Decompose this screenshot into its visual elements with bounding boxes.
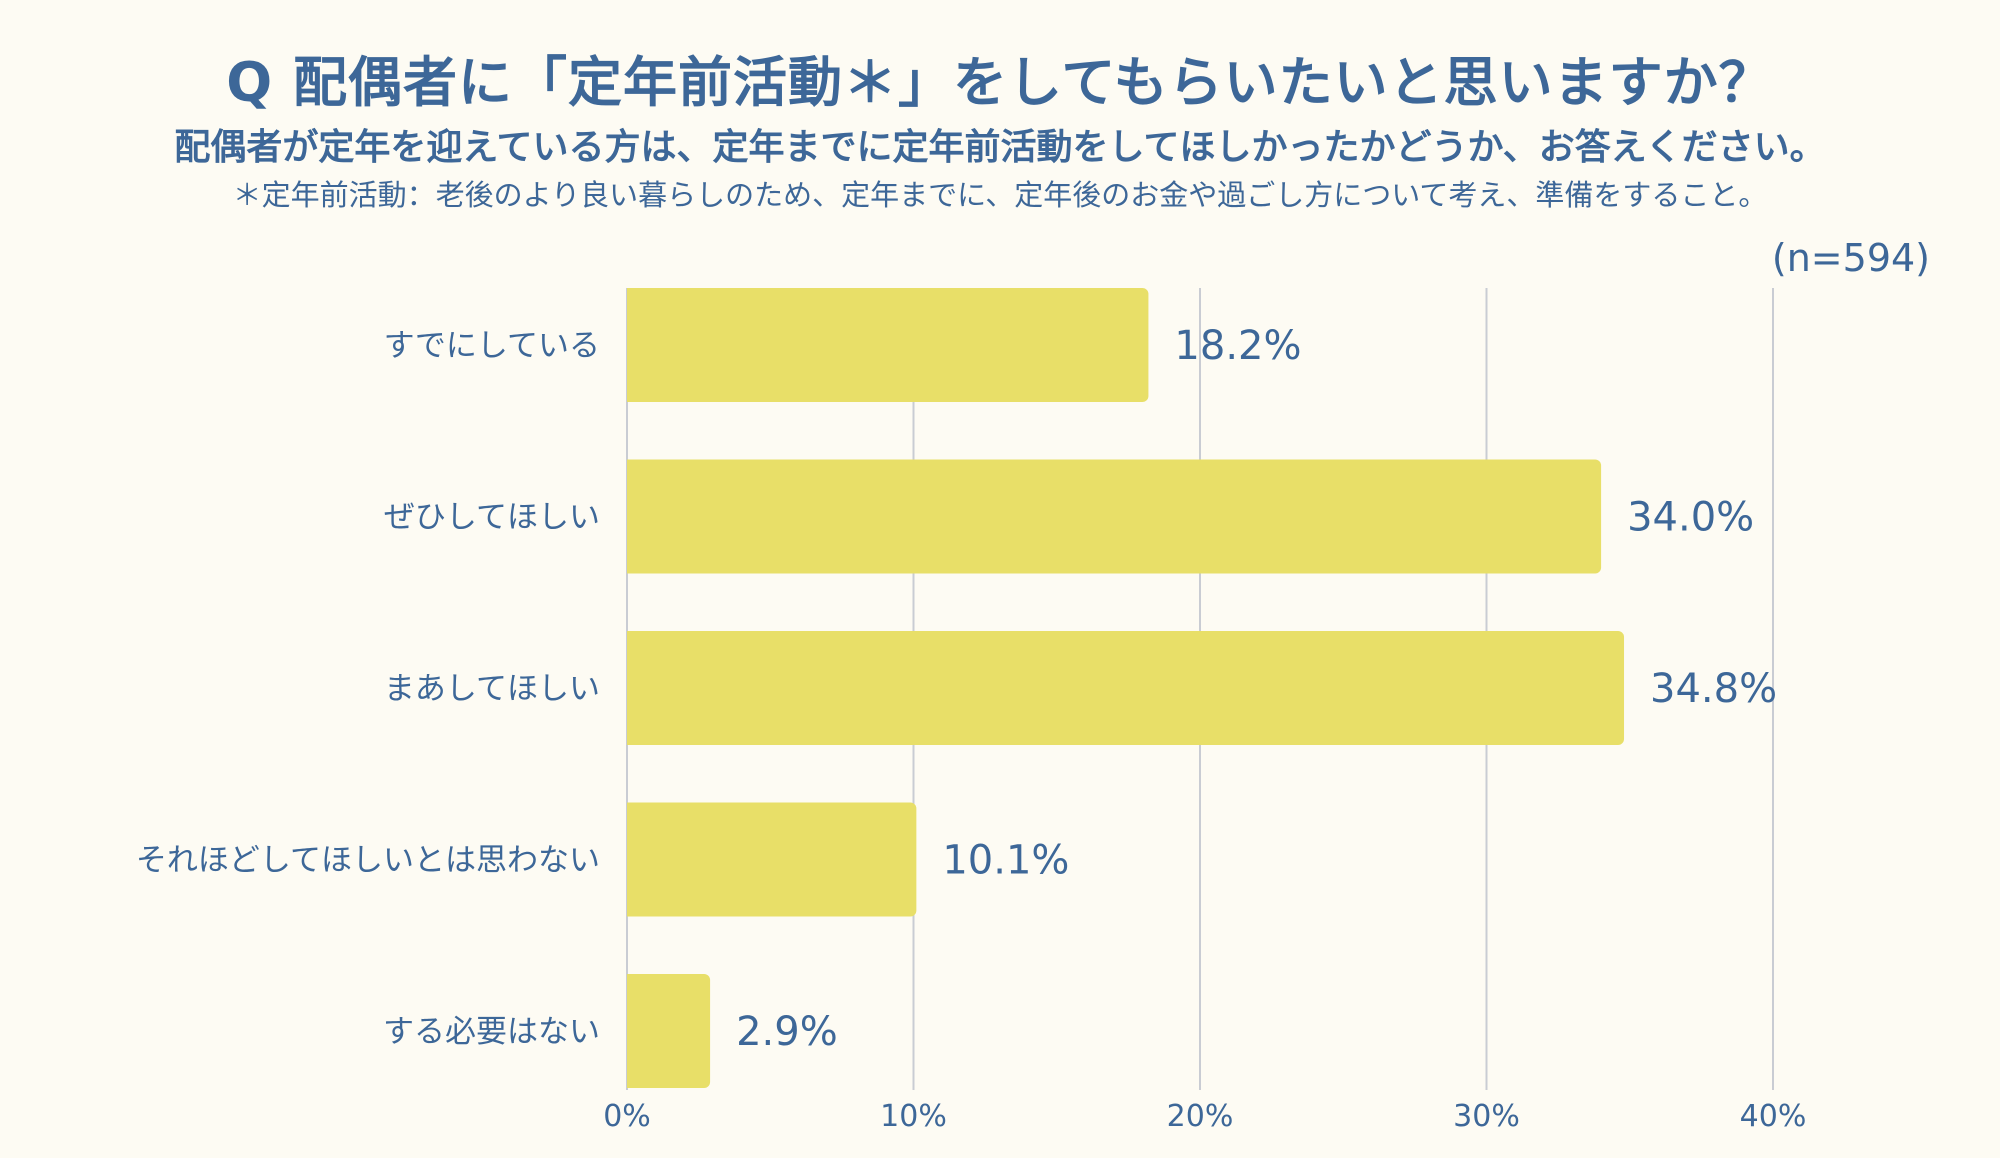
category-label: ぜひしてほしい <box>384 500 600 536</box>
bar-edge <box>627 802 635 917</box>
x-tick-label: 40% <box>1740 1099 1807 1134</box>
x-tick-label: 0% <box>603 1099 651 1134</box>
data-label: 34.8% <box>1650 666 1777 712</box>
bar <box>627 802 917 917</box>
chart-subtitle: 配偶者が定年を迎えている方は、定年までに定年前活動をしてほしかったかどうか、お答… <box>174 127 1826 168</box>
category-label: する必要はない <box>383 1014 600 1050</box>
x-tick-label: 30% <box>1453 1099 1520 1134</box>
x-tick-label: 10% <box>880 1099 947 1134</box>
labels: 0% 10% 20% 30% 40% すでにしている 18.2% ぜひしてほしい 34.0% まあ… <box>136 323 1806 1134</box>
bars <box>627 288 1625 1088</box>
data-label: 18.2% <box>1174 323 1301 369</box>
bar-edge <box>627 974 635 1088</box>
bar-edge <box>627 288 635 402</box>
data-label: 34.0% <box>1627 495 1754 541</box>
bar <box>627 459 1602 574</box>
data-label: 2.9% <box>736 1009 838 1055</box>
data-label: 10.1% <box>942 838 1069 884</box>
chart-note: ＊定年前活動：老後のより良い暮らしのため、定年までに、定年後のお金や過ごし方につ… <box>232 178 1768 212</box>
bar <box>627 631 1625 745</box>
bar <box>627 974 711 1088</box>
chart-title: Q 配偶者に「定年前活動＊」をしてもらいたいと思いますか？ <box>226 51 1774 114</box>
bar-edge <box>627 631 635 745</box>
category-label: すでにしている <box>384 328 600 364</box>
category-label: それほどしてほしいとは思わない <box>136 843 600 879</box>
bar-edge <box>627 459 635 574</box>
bar <box>627 288 1149 402</box>
sample-size: (n=594) <box>1771 236 1930 280</box>
x-tick-label: 20% <box>1167 1099 1234 1134</box>
category-label: まあしてほしい <box>384 671 600 707</box>
